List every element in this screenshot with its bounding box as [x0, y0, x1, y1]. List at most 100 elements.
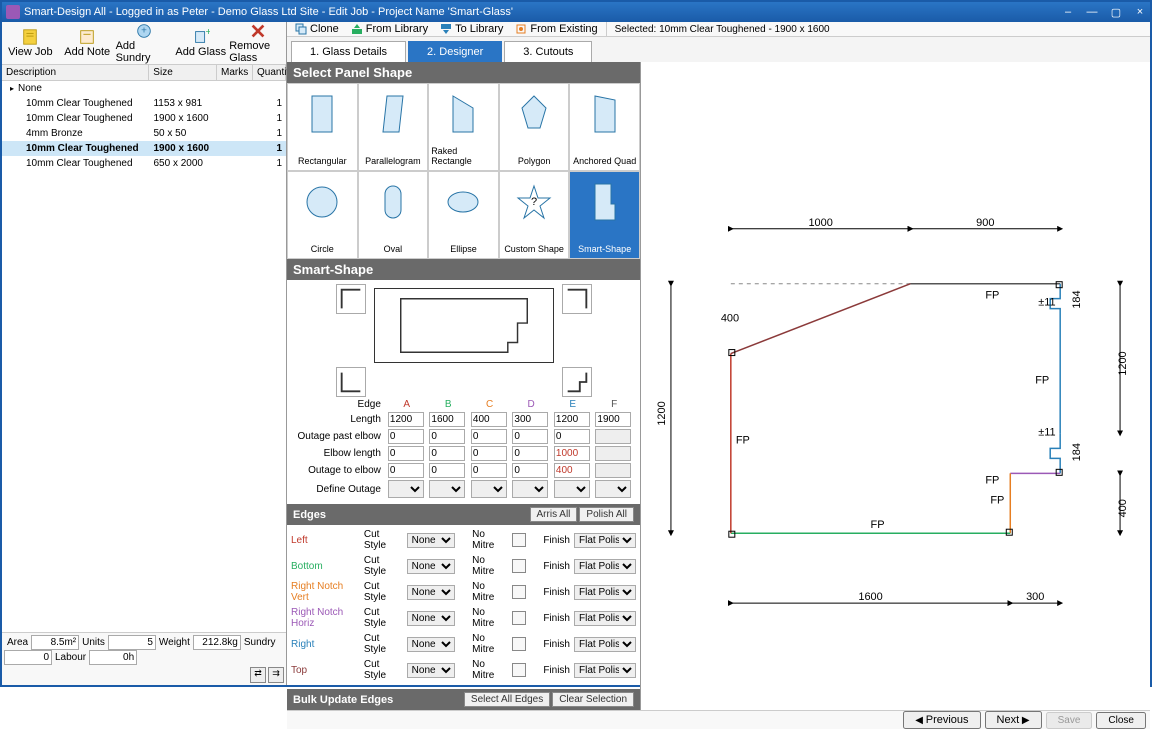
param-outpast-D[interactable]	[512, 429, 548, 444]
next-button[interactable]: Next ▶	[985, 711, 1042, 729]
param-elbow-A[interactable]	[388, 446, 424, 461]
finish-select[interactable]: Flat Polish	[574, 533, 636, 548]
cutstyle-select[interactable]: None	[407, 637, 455, 652]
add-glass-button[interactable]: + Add Glass	[172, 22, 229, 64]
cutstyle-select[interactable]: None	[407, 663, 455, 678]
mitre-button[interactable]	[512, 611, 525, 625]
finish-select[interactable]: Flat Polish	[574, 611, 636, 626]
shape-rectangular[interactable]: Rectangular	[287, 83, 358, 171]
mitre-button[interactable]	[512, 533, 525, 547]
shape-smart-shape[interactable]: Smart-Shape	[569, 171, 640, 259]
from-existing-button[interactable]: From Existing	[511, 22, 601, 36]
shape-circle[interactable]: Circle	[287, 171, 358, 259]
param-length-E[interactable]	[554, 412, 590, 427]
finish-select[interactable]: Flat Polish	[574, 663, 636, 678]
param-outto-E[interactable]	[554, 463, 590, 478]
add-sundry-button[interactable]: + Add Sundry	[116, 22, 173, 64]
restore-icon[interactable]: —	[1086, 6, 1098, 19]
param-length-B[interactable]	[429, 412, 465, 427]
param-length-F[interactable]	[595, 412, 631, 427]
clone-button[interactable]: Clone	[291, 22, 343, 36]
param-outto-B[interactable]	[429, 463, 465, 478]
param-outto-D[interactable]	[512, 463, 548, 478]
corner-bl-button[interactable]	[336, 367, 366, 397]
table-row[interactable]: 10mm Clear Toughened1900 x 16001	[2, 141, 286, 156]
mitre-button[interactable]	[512, 663, 525, 677]
table-row[interactable]: 10mm Clear Toughened1900 x 16001	[2, 111, 286, 126]
select-all-edges-button[interactable]: Select All Edges	[464, 692, 550, 707]
previous-button[interactable]: ◀ Previous	[903, 711, 980, 729]
shape-oval[interactable]: Oval	[358, 171, 429, 259]
config-button-2[interactable]: ⇉	[268, 667, 284, 683]
to-library-button[interactable]: To Library	[436, 22, 507, 36]
corner-br-button[interactable]	[562, 367, 592, 397]
outage-select-A[interactable]	[388, 480, 424, 498]
cutstyle-select[interactable]: None	[407, 611, 455, 626]
outage-select-F[interactable]	[595, 480, 631, 498]
param-elbow-C[interactable]	[471, 446, 507, 461]
minimize-icon[interactable]: –	[1062, 6, 1074, 19]
table-row[interactable]: 10mm Clear Toughened650 x 20001	[2, 156, 286, 171]
param-outpast-B[interactable]	[429, 429, 465, 444]
from-library-button[interactable]: From Library	[347, 22, 432, 36]
table-row[interactable]: 4mm Bronze50 x 501	[2, 126, 286, 141]
param-length-A[interactable]	[388, 412, 424, 427]
outage-select-C[interactable]	[471, 480, 507, 498]
param-outto-C[interactable]	[471, 463, 507, 478]
shape-polygon[interactable]: Polygon	[499, 83, 570, 171]
param-outpast-A[interactable]	[388, 429, 424, 444]
shape-custom-shape[interactable]: ?Custom Shape	[499, 171, 570, 259]
shape-anchored-quad[interactable]: Anchored Quad	[569, 83, 640, 171]
param-elbow-D[interactable]	[512, 446, 548, 461]
polish-all-button[interactable]: Polish All	[579, 507, 634, 522]
mitre-button[interactable]	[512, 559, 525, 573]
clear-selection-button[interactable]: Clear Selection	[552, 692, 634, 707]
svg-text:1600: 1600	[858, 591, 882, 603]
cutstyle-select[interactable]: None	[407, 585, 455, 600]
view-job-button[interactable]: View Job	[2, 22, 59, 64]
param-elbow-F[interactable]	[595, 446, 631, 461]
svg-text:FP: FP	[1035, 375, 1049, 387]
config-button-1[interactable]: ⇄	[250, 667, 266, 683]
corner-tl-button[interactable]	[336, 284, 366, 314]
outage-select-D[interactable]	[512, 480, 548, 498]
cutstyle-select[interactable]: None	[407, 533, 455, 548]
shape-raked-rectangle[interactable]: Raked Rectangle	[428, 83, 499, 171]
param-elbow-B[interactable]	[429, 446, 465, 461]
remove-glass-button[interactable]: Remove Glass	[229, 22, 286, 64]
param-outpast-E[interactable]	[554, 429, 590, 444]
finish-select[interactable]: Flat Polish	[574, 585, 636, 600]
tab-cutouts[interactable]: 3. Cutouts	[504, 41, 592, 62]
mitre-button[interactable]	[512, 637, 525, 651]
corner-tr-button[interactable]	[562, 284, 592, 314]
param-outto-A[interactable]	[388, 463, 424, 478]
shape-ellipse[interactable]: Ellipse	[428, 171, 499, 259]
param-outpast-F[interactable]	[595, 429, 631, 444]
cutstyle-select[interactable]: None	[407, 559, 455, 574]
title-bar: Smart-Design All - Logged in as Peter - …	[2, 2, 1150, 22]
shape-parallelogram[interactable]: Parallelogram	[358, 83, 429, 171]
arris-all-button[interactable]: Arris All	[530, 507, 578, 522]
footer: ◀ Previous Next ▶ Save Close	[287, 710, 1150, 729]
close-icon[interactable]: ×	[1134, 6, 1146, 19]
param-length-C[interactable]	[471, 412, 507, 427]
tree-group-none[interactable]: None	[2, 81, 286, 96]
param-outpast-C[interactable]	[471, 429, 507, 444]
mitre-button[interactable]	[512, 585, 525, 599]
add-note-button[interactable]: Add Note	[59, 22, 116, 64]
finish-select[interactable]: Flat Polish	[574, 559, 636, 574]
svg-text:184: 184	[1071, 290, 1083, 308]
tab-glass-details[interactable]: 1. Glass Details	[291, 41, 406, 62]
tab-designer[interactable]: 2. Designer	[408, 41, 502, 62]
outage-select-E[interactable]	[554, 480, 590, 498]
close-button[interactable]: Close	[1096, 712, 1146, 729]
svg-text:300: 300	[1026, 591, 1044, 603]
param-outto-F[interactable]	[595, 463, 631, 478]
param-length-D[interactable]	[512, 412, 548, 427]
maximize-icon[interactable]: ▢	[1110, 6, 1122, 19]
outage-select-B[interactable]	[429, 480, 465, 498]
clone-icon	[295, 23, 307, 35]
finish-select[interactable]: Flat Polish	[574, 637, 636, 652]
table-row[interactable]: 10mm Clear Toughened1153 x 9811	[2, 96, 286, 111]
param-elbow-E[interactable]	[554, 446, 590, 461]
